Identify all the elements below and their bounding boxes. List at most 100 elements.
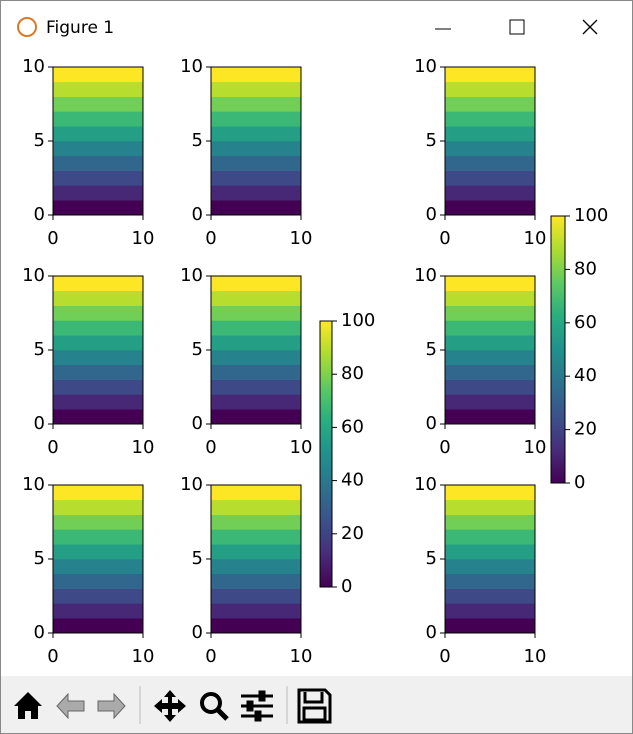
y-tick-label: 0 xyxy=(192,204,203,225)
heatmap-cell xyxy=(53,96,143,112)
heatmap-cell xyxy=(445,320,535,336)
y-tick-label: 10 xyxy=(180,56,203,77)
heatmap-cell xyxy=(53,170,143,186)
heatmap-cell xyxy=(53,394,143,410)
heatmap-cell xyxy=(211,379,301,395)
heatmap-cell xyxy=(53,588,143,604)
title-bar: Figure 1 xyxy=(17,17,598,38)
heatmap-cell xyxy=(211,588,301,604)
heatmap-cell xyxy=(53,379,143,395)
x-tick-label: 0 xyxy=(439,437,450,458)
heatmap-cell xyxy=(445,290,535,306)
heatmap-cell xyxy=(445,499,535,515)
heatmap-cell xyxy=(53,573,143,589)
heatmap-cell xyxy=(445,529,535,545)
save-button[interactable] xyxy=(297,688,332,724)
heatmap-cell xyxy=(53,200,143,216)
heatmap-cell xyxy=(53,350,143,366)
heatmap-cell xyxy=(445,379,535,395)
heatmap-cell xyxy=(211,485,301,501)
heatmap-cell xyxy=(211,320,301,336)
y-tick-label: 10 xyxy=(22,56,45,77)
heatmap-cell xyxy=(211,111,301,127)
x-tick-label: 10 xyxy=(290,646,313,667)
y-tick-label: 0 xyxy=(426,413,437,434)
heatmap-cell xyxy=(445,559,535,575)
app-icon xyxy=(17,17,37,37)
x-tick-label: 0 xyxy=(439,228,450,249)
heatmap-cell xyxy=(211,305,301,321)
heatmap-cell xyxy=(53,364,143,380)
x-tick-label: 10 xyxy=(290,437,313,458)
x-tick-label: 10 xyxy=(132,646,155,667)
x-tick-label: 0 xyxy=(47,437,58,458)
colorbar-tick-label: 40 xyxy=(341,470,364,491)
back-button[interactable] xyxy=(56,692,85,720)
heatmap-cell xyxy=(445,67,535,83)
heatmap-cell xyxy=(53,185,143,201)
heatmap-cell xyxy=(53,603,143,619)
colorbar-tick-label: 20 xyxy=(574,419,597,440)
y-tick-label: 5 xyxy=(34,339,45,360)
x-tick-label: 10 xyxy=(290,228,313,249)
x-tick-label: 0 xyxy=(47,228,58,249)
heatmap-cell xyxy=(445,276,535,292)
forward-button[interactable] xyxy=(97,692,126,720)
heatmap-cell xyxy=(53,81,143,97)
heatmap-cell xyxy=(211,514,301,530)
heatmap-cell xyxy=(53,529,143,545)
colorbar xyxy=(319,320,333,588)
heatmap-cell xyxy=(53,276,143,292)
pan-button[interactable] xyxy=(154,690,186,722)
x-tick-label: 0 xyxy=(205,228,216,249)
y-tick-label: 10 xyxy=(180,265,203,286)
heatmap-cell xyxy=(53,499,143,515)
heatmap-cell xyxy=(211,618,301,634)
y-tick-label: 10 xyxy=(414,474,437,495)
y-tick-label: 0 xyxy=(426,622,437,643)
heatmap-cell xyxy=(445,409,535,425)
colorbar-tick-label: 20 xyxy=(341,523,364,544)
heatmap-cell xyxy=(211,335,301,351)
heatmap-cell xyxy=(445,588,535,604)
zoom-button[interactable] xyxy=(200,692,222,714)
heatmap-cell xyxy=(53,126,143,142)
heatmap-cell xyxy=(211,364,301,380)
heatmap-cell xyxy=(445,170,535,186)
heatmap-cell xyxy=(211,276,301,292)
close-button[interactable] xyxy=(582,19,598,35)
y-tick-label: 5 xyxy=(192,130,203,151)
heatmap-cell xyxy=(53,544,143,560)
heatmap-cell xyxy=(445,200,535,216)
home-button[interactable] xyxy=(14,692,42,719)
heatmap-cell xyxy=(211,155,301,171)
y-tick-label: 0 xyxy=(426,204,437,225)
y-tick-label: 10 xyxy=(22,474,45,495)
heatmap-cell xyxy=(211,350,301,366)
heatmap-cell xyxy=(211,170,301,186)
heatmap-cell xyxy=(211,573,301,589)
x-tick-label: 0 xyxy=(439,646,450,667)
heatmap-cell xyxy=(53,618,143,634)
x-tick-label: 10 xyxy=(524,228,547,249)
window-title: Figure 1 xyxy=(46,18,114,38)
heatmap-cell xyxy=(211,529,301,545)
heatmap-cell xyxy=(445,514,535,530)
heatmap-cell xyxy=(211,96,301,112)
heatmap-cell xyxy=(445,335,535,351)
colorbar-tick-label: 100 xyxy=(574,205,608,226)
heatmap-cell xyxy=(211,200,301,216)
maximize-button[interactable] xyxy=(509,19,525,35)
heatmap-cell xyxy=(211,185,301,201)
y-tick-label: 10 xyxy=(22,265,45,286)
heatmap-cell xyxy=(445,364,535,380)
heatmap-cell xyxy=(445,126,535,142)
configure-button[interactable] xyxy=(241,690,273,722)
heatmap-cell xyxy=(211,126,301,142)
heatmap-cell xyxy=(53,514,143,530)
heatmap-cell xyxy=(445,394,535,410)
x-tick-label: 0 xyxy=(205,437,216,458)
toolbar xyxy=(1,676,632,733)
colorbar-tick-label: 80 xyxy=(341,363,364,384)
y-tick-label: 5 xyxy=(426,339,437,360)
